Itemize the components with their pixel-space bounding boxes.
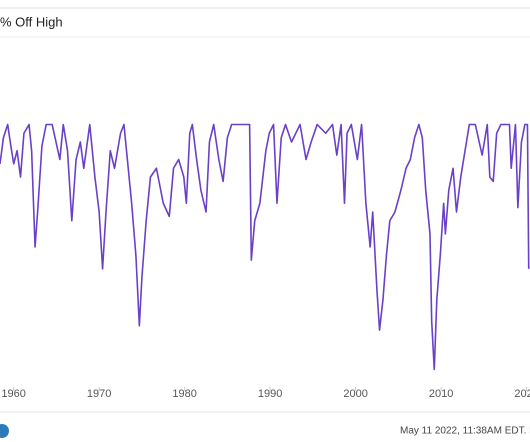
logo-icon <box>0 424 9 438</box>
data-line <box>0 123 530 371</box>
x-tick-label: 1990 <box>258 388 282 400</box>
x-tick-label: 2020 <box>514 388 530 400</box>
x-tick-label: 1980 <box>172 388 196 400</box>
x-tick-label: 1960 <box>1 388 25 400</box>
x-tick-label: 2010 <box>429 388 453 400</box>
chart-title: % Off High <box>0 14 63 29</box>
footer-text: May 11 2022, 11:38AM EDT. Powere <box>400 426 530 437</box>
x-tick-label: 2000 <box>343 388 367 400</box>
x-tick-label: 1970 <box>87 388 111 400</box>
